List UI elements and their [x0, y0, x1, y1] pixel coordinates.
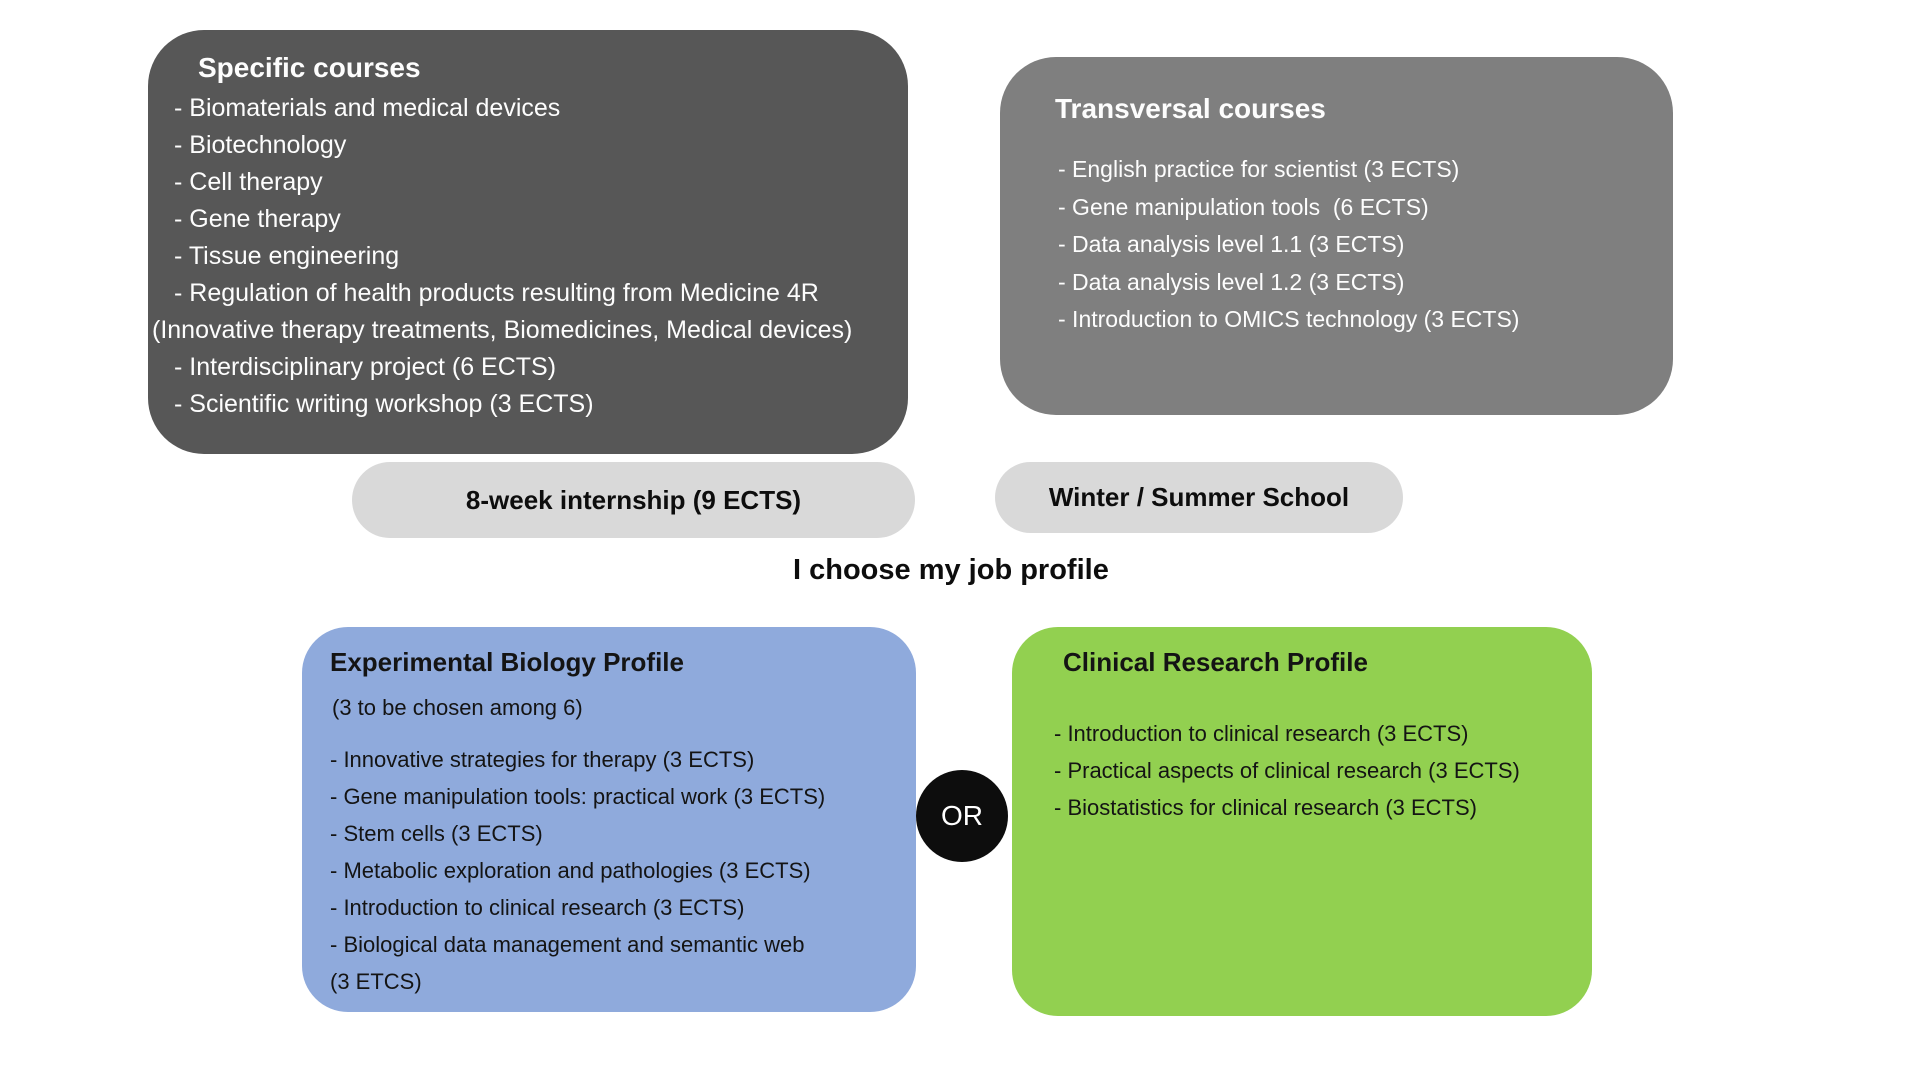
- specific-courses-list: - Biomaterials and medical devices - Biot…: [148, 90, 898, 423]
- or-connector-label: OR: [941, 800, 983, 831]
- course-item: - Introduction to OMICS technology (3 EC…: [1058, 306, 1520, 332]
- course-item: - Interdisciplinary project (6 ECTS): [174, 353, 557, 381]
- internship-pill-label: 8-week internship (9 ECTS): [465, 484, 802, 515]
- course-item: - Stem cells (3 ECTS): [330, 821, 543, 846]
- or-connector-badge: OR: [916, 770, 1008, 862]
- course-item: - Biotechnology: [174, 131, 347, 159]
- course-item: - Metabolic exploration and pathologies …: [330, 858, 811, 883]
- experimental-biology-profile-box: Experimental Biology Profile (3 to be ch…: [302, 627, 916, 1012]
- internship-pill: 8-week internship (9 ECTS): [352, 462, 915, 538]
- course-item: - Tissue engineering: [174, 242, 400, 270]
- course-item: - Introduction to clinical research (3 E…: [1054, 721, 1469, 746]
- winter-summer-school-label: Winter / Summer School: [1048, 482, 1350, 512]
- course-item: - Data analysis level 1.1 (3 ECTS): [1058, 231, 1405, 257]
- course-item: - Biostatistics for clinical research (3…: [1054, 795, 1477, 820]
- job-profile-heading: I choose my job profile: [793, 554, 1109, 586]
- experimental-biology-course-list: - Innovative strategies for therapy (3 E…: [330, 741, 908, 1000]
- course-item: - Innovative strategies for therapy (3 E…: [330, 747, 755, 772]
- transversal-courses-box: Transversal courses - English practice f…: [1000, 57, 1673, 415]
- course-item: (Innovative therapy treatments, Biomedic…: [152, 316, 853, 344]
- transversal-courses-list: - English practice for scientist (3 ECTS…: [1000, 151, 1663, 339]
- transversal-courses-title: Transversal courses: [1055, 93, 1326, 124]
- course-item: - Scientific writing workshop (3 ECTS): [174, 390, 594, 418]
- experimental-biology-profile-title: Experimental Biology Profile: [330, 647, 684, 677]
- course-item: (3 ETCS): [330, 969, 422, 994]
- course-item: - Practical aspects of clinical research…: [1054, 758, 1520, 783]
- course-item: - Gene manipulation tools (6 ECTS): [1058, 193, 1429, 220]
- clinical-research-profile-box: Clinical Research Profile - Introduction…: [1012, 627, 1592, 1016]
- course-item: - Data analysis level 1.2 (3 ECTS): [1058, 268, 1405, 295]
- course-item: - Gene therapy: [174, 205, 341, 233]
- course-item: - Biological data management and semanti…: [330, 932, 805, 957]
- course-item: - Biomaterials and medical devices: [174, 94, 561, 122]
- experimental-biology-profile-subtitle: (3 to be chosen among 6): [332, 695, 583, 720]
- course-item: - English practice for scientist (3 ECTS…: [1058, 156, 1460, 182]
- course-item: - Introduction to clinical research (3 E…: [330, 895, 745, 920]
- course-item: - Gene manipulation tools: practical wor…: [330, 784, 826, 809]
- clinical-research-course-list: - Introduction to clinical research (3 E…: [1054, 715, 1584, 826]
- course-item: - Cell therapy: [174, 168, 323, 196]
- clinical-research-profile-title: Clinical Research Profile: [1063, 647, 1368, 677]
- specific-courses-box: Specific courses - Biomaterials and medi…: [148, 30, 908, 454]
- course-item: - Regulation of health products resultin…: [174, 279, 819, 307]
- specific-courses-title: Specific courses: [198, 52, 421, 83]
- winter-summer-school-pill: Winter / Summer School: [995, 462, 1403, 533]
